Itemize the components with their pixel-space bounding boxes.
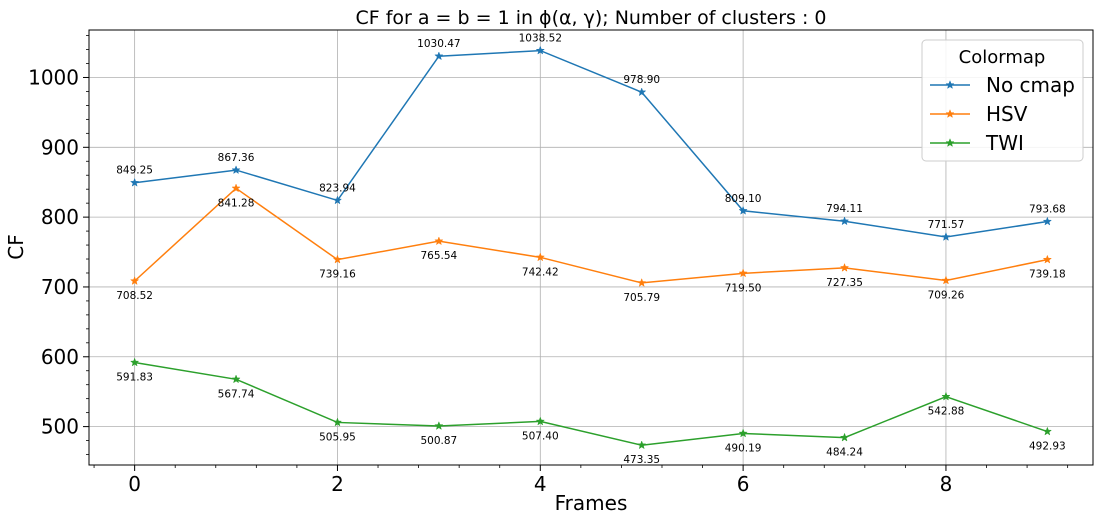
legend: Colormap No cmap HSV TWI <box>921 39 1084 162</box>
data-point <box>535 416 545 426</box>
data-label: 542.88 <box>928 406 965 418</box>
y-tick-label: 700 <box>41 275 79 299</box>
data-labels: 849.25 867.36 823.94 1030.47 1038.52 978.90 80… <box>116 33 1065 467</box>
data-point <box>637 277 647 287</box>
plot-frame <box>88 29 1094 466</box>
data-point <box>738 268 748 278</box>
x-tick-label: 8 <box>940 472 953 496</box>
x-axis-label: Frames <box>555 491 628 515</box>
axis-ticks: 0 2 4 6 8 500 600 700 800 900 1000 <box>28 35 1069 496</box>
data-label: 484.24 <box>826 447 863 459</box>
y-tick-label: 500 <box>41 415 79 439</box>
legend-label: HSV <box>986 102 1028 126</box>
legend-box <box>921 39 1084 162</box>
data-point <box>535 252 545 262</box>
legend-item-twi: TWI <box>930 131 1024 155</box>
data-point <box>535 45 545 55</box>
series <box>129 45 1053 450</box>
y-tick-label: 1000 <box>28 65 79 89</box>
y-axis-label: CF <box>4 234 28 259</box>
data-label: 473.35 <box>623 454 660 466</box>
data-point <box>738 428 748 438</box>
series-no-cmap <box>129 45 1053 241</box>
data-label: 727.35 <box>826 277 863 289</box>
data-label: 823.94 <box>319 182 356 194</box>
series-line-hsv <box>134 187 1048 284</box>
legend-label: No cmap <box>986 73 1075 97</box>
data-point <box>941 275 951 285</box>
data-point <box>231 183 241 193</box>
data-label: 567.74 <box>218 388 255 400</box>
data-label: 591.83 <box>116 371 153 383</box>
data-label: 708.52 <box>116 290 153 302</box>
data-point <box>332 254 343 264</box>
series-line-no-cmap <box>134 49 1048 238</box>
data-point <box>434 236 444 246</box>
data-label: 492.93 <box>1029 441 1066 453</box>
legend-marker <box>945 80 955 89</box>
data-label: 742.42 <box>522 266 559 278</box>
legend-item-no-cmap: No cmap <box>930 73 1075 97</box>
data-label: 739.16 <box>319 269 356 281</box>
data-label: 1030.47 <box>417 38 460 50</box>
chart-title: CF for a = b = 1 in ϕ(α, γ); Number of c… <box>355 7 826 29</box>
data-point <box>129 276 140 285</box>
data-point <box>434 421 444 430</box>
data-label: 705.79 <box>623 292 660 304</box>
x-tick-label: 6 <box>737 472 750 496</box>
data-point <box>231 374 241 384</box>
series-twi <box>129 357 1053 450</box>
data-point <box>839 216 850 226</box>
data-label: 771.57 <box>928 219 965 231</box>
data-point <box>129 177 140 187</box>
y-tick-label: 600 <box>41 345 79 369</box>
data-label: 867.36 <box>218 152 255 164</box>
data-point <box>637 87 647 97</box>
data-label: 739.18 <box>1029 269 1066 281</box>
data-point <box>1042 216 1053 226</box>
data-point <box>839 432 850 442</box>
data-label: 719.50 <box>725 282 762 294</box>
data-point <box>738 205 748 215</box>
y-tick-label: 900 <box>41 135 79 159</box>
legend-label: TWI <box>985 131 1024 155</box>
data-label: 978.90 <box>623 74 660 86</box>
data-point <box>434 51 444 61</box>
data-label: 507.40 <box>522 430 559 442</box>
data-label: 809.10 <box>725 193 762 205</box>
legend-title: Colormap <box>959 47 1046 68</box>
y-tick-label: 800 <box>41 205 79 229</box>
data-point <box>839 262 850 272</box>
legend-marker <box>945 109 955 118</box>
x-tick-label: 0 <box>128 472 141 496</box>
data-label: 794.11 <box>826 203 863 215</box>
x-tick-label: 4 <box>534 472 547 496</box>
legend-marker <box>945 138 955 147</box>
data-point <box>1042 426 1053 436</box>
data-point <box>637 440 647 450</box>
data-point <box>332 195 343 205</box>
data-point <box>332 417 343 427</box>
data-label: 709.26 <box>928 289 965 301</box>
data-label: 793.68 <box>1029 204 1066 216</box>
data-label: 500.87 <box>421 435 458 447</box>
data-label: 505.95 <box>319 431 356 443</box>
data-label: 490.19 <box>725 442 762 454</box>
series-line-twi <box>134 361 1048 446</box>
data-point <box>941 232 951 241</box>
data-label: 765.54 <box>421 250 458 262</box>
data-point <box>129 357 140 367</box>
x-tick-label: 2 <box>331 472 344 496</box>
data-label: 849.25 <box>116 165 153 177</box>
data-label: 1038.52 <box>519 33 562 45</box>
legend-item-hsv: HSV <box>930 102 1028 126</box>
data-point <box>231 165 241 175</box>
data-point <box>941 391 951 401</box>
data-point <box>1042 254 1053 264</box>
data-label: 841.28 <box>218 197 255 209</box>
series-hsv <box>129 183 1053 287</box>
